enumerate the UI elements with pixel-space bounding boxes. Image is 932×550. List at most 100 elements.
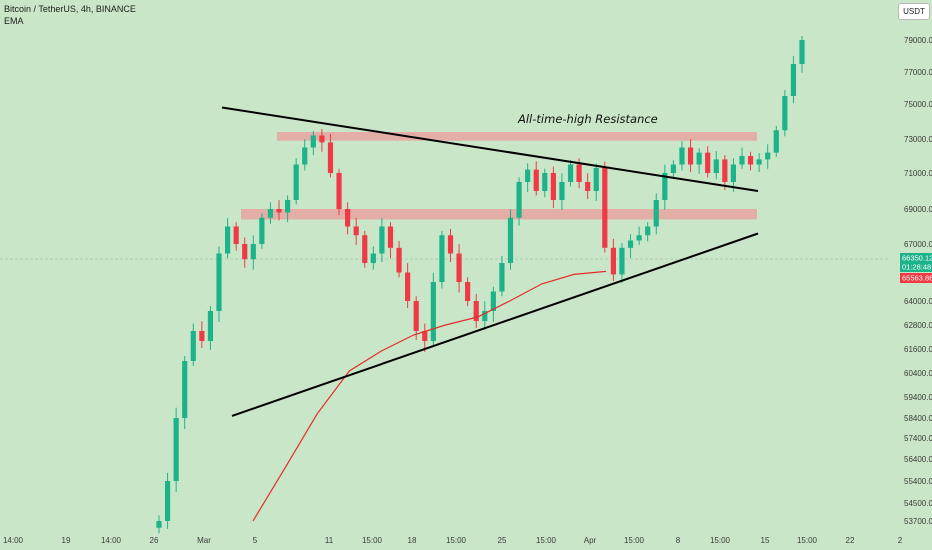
y-tick-label: 77000.00 — [904, 68, 932, 77]
price-tag-bg — [900, 262, 932, 272]
y-tick-label: 58400.00 — [904, 414, 932, 423]
candle-body — [164, 481, 171, 521]
candle-body — [533, 169, 539, 191]
candle-body — [619, 247, 625, 275]
candle-body — [387, 226, 394, 248]
candle-body — [370, 253, 376, 263]
candle-body — [430, 282, 436, 341]
x-tick-label: 15:00 — [624, 536, 645, 545]
candle-body — [636, 235, 642, 241]
candle-body — [576, 164, 582, 182]
candle-body — [550, 173, 556, 200]
candle-body — [516, 182, 522, 218]
x-tick-label: 18 — [408, 536, 417, 545]
symbol-title[interactable]: Bitcoin / TetherUS, 4h, BINANCE — [4, 4, 136, 14]
candle-body — [713, 159, 719, 173]
ema-line — [252, 270, 607, 522]
x-tick-label: 25 — [498, 536, 507, 545]
candle-body — [173, 418, 179, 481]
price-tag-text: 66350.12 — [902, 254, 932, 263]
candle-body — [233, 226, 239, 244]
x-tick-label: 22 — [846, 536, 855, 545]
candle-body — [765, 152, 771, 160]
candle-body — [747, 156, 754, 165]
candle-body — [653, 200, 659, 227]
candle-body — [327, 142, 334, 173]
candle-body — [559, 182, 565, 200]
candle-body — [345, 209, 351, 227]
candle-body — [285, 200, 291, 213]
candle-body — [687, 147, 694, 165]
candle-body — [182, 361, 188, 418]
y-tick-label: 53700.00 — [904, 517, 932, 526]
candle-body — [773, 130, 779, 153]
currency-button[interactable]: USDT — [898, 3, 930, 20]
candle-body — [585, 182, 591, 191]
x-tick-label: 15:00 — [536, 536, 557, 545]
candle-body — [739, 156, 745, 165]
y-tick-label: 71000.00 — [904, 169, 932, 178]
candle-body — [482, 311, 488, 321]
candle-body — [542, 173, 548, 191]
x-tick-label: 2 — [898, 536, 903, 545]
candle-body — [242, 244, 248, 260]
candle-body — [456, 253, 462, 282]
candle-body — [473, 301, 479, 321]
ema-indicator-label[interactable]: EMA — [4, 16, 24, 26]
candle-body — [310, 135, 316, 148]
candle-body — [499, 263, 505, 292]
y-tick-label: 79000.00 — [904, 36, 932, 45]
y-tick-label: 60400.00 — [904, 369, 932, 378]
candle-body — [593, 167, 599, 191]
candle-body — [447, 235, 454, 254]
candle-body — [336, 173, 342, 209]
candle-body — [405, 272, 411, 301]
candle-body — [645, 226, 651, 236]
candle-body — [156, 521, 162, 528]
x-tick-label: 15:00 — [446, 536, 467, 545]
x-tick-label: 26 — [150, 536, 159, 545]
candle-body — [465, 282, 471, 301]
y-tick-label: 55400.00 — [904, 477, 932, 486]
x-tick-label: 14:00 — [101, 536, 122, 545]
price-tag: 65563.86 — [900, 273, 932, 283]
candle-body — [224, 226, 231, 254]
x-tick-label: 15 — [761, 536, 770, 545]
candle-body — [662, 173, 668, 200]
price-tag-bg — [900, 273, 932, 283]
y-tick-label: 73000.00 — [904, 135, 932, 144]
support-zone — [241, 209, 757, 220]
resistance-annotation: All-time-high Resistance — [517, 112, 658, 126]
candle-body — [302, 147, 308, 165]
x-tick-label: Mar — [197, 536, 211, 545]
y-tick-label: 67000.00 — [904, 240, 932, 249]
candle-body — [782, 96, 788, 131]
candle-body — [276, 209, 282, 213]
candle-body — [439, 235, 445, 282]
trendline-descending[interactable] — [221, 106, 759, 192]
candle-body — [362, 235, 368, 263]
x-tick-label: 15:00 — [362, 536, 383, 545]
price-tag-text: 01:28:48 — [902, 263, 931, 272]
candle-body — [610, 247, 616, 275]
candle-body — [627, 240, 634, 248]
trendline-ascending[interactable] — [231, 232, 759, 417]
y-tick-label: 69000.00 — [904, 205, 932, 214]
x-tick-label: 5 — [253, 536, 258, 545]
candle-body — [799, 40, 805, 64]
y-tick-label: 54500.00 — [904, 499, 932, 508]
candle-body — [413, 301, 419, 331]
chart-legend: Bitcoin / TetherUS, 4h, BINANCE EMA — [4, 3, 136, 27]
candle-body — [756, 159, 762, 165]
candle-body — [670, 164, 676, 173]
candle-body — [602, 167, 608, 248]
candle-body — [705, 152, 711, 173]
y-tick-label: 75000.00 — [904, 100, 932, 109]
y-tick-label: 61600.00 — [904, 345, 932, 354]
y-tick-label: 62800.00 — [904, 321, 932, 330]
candle-body — [319, 135, 325, 143]
price-tag: 01:28:48 — [900, 262, 932, 272]
candle-body — [190, 331, 196, 361]
candle-body — [259, 217, 265, 244]
